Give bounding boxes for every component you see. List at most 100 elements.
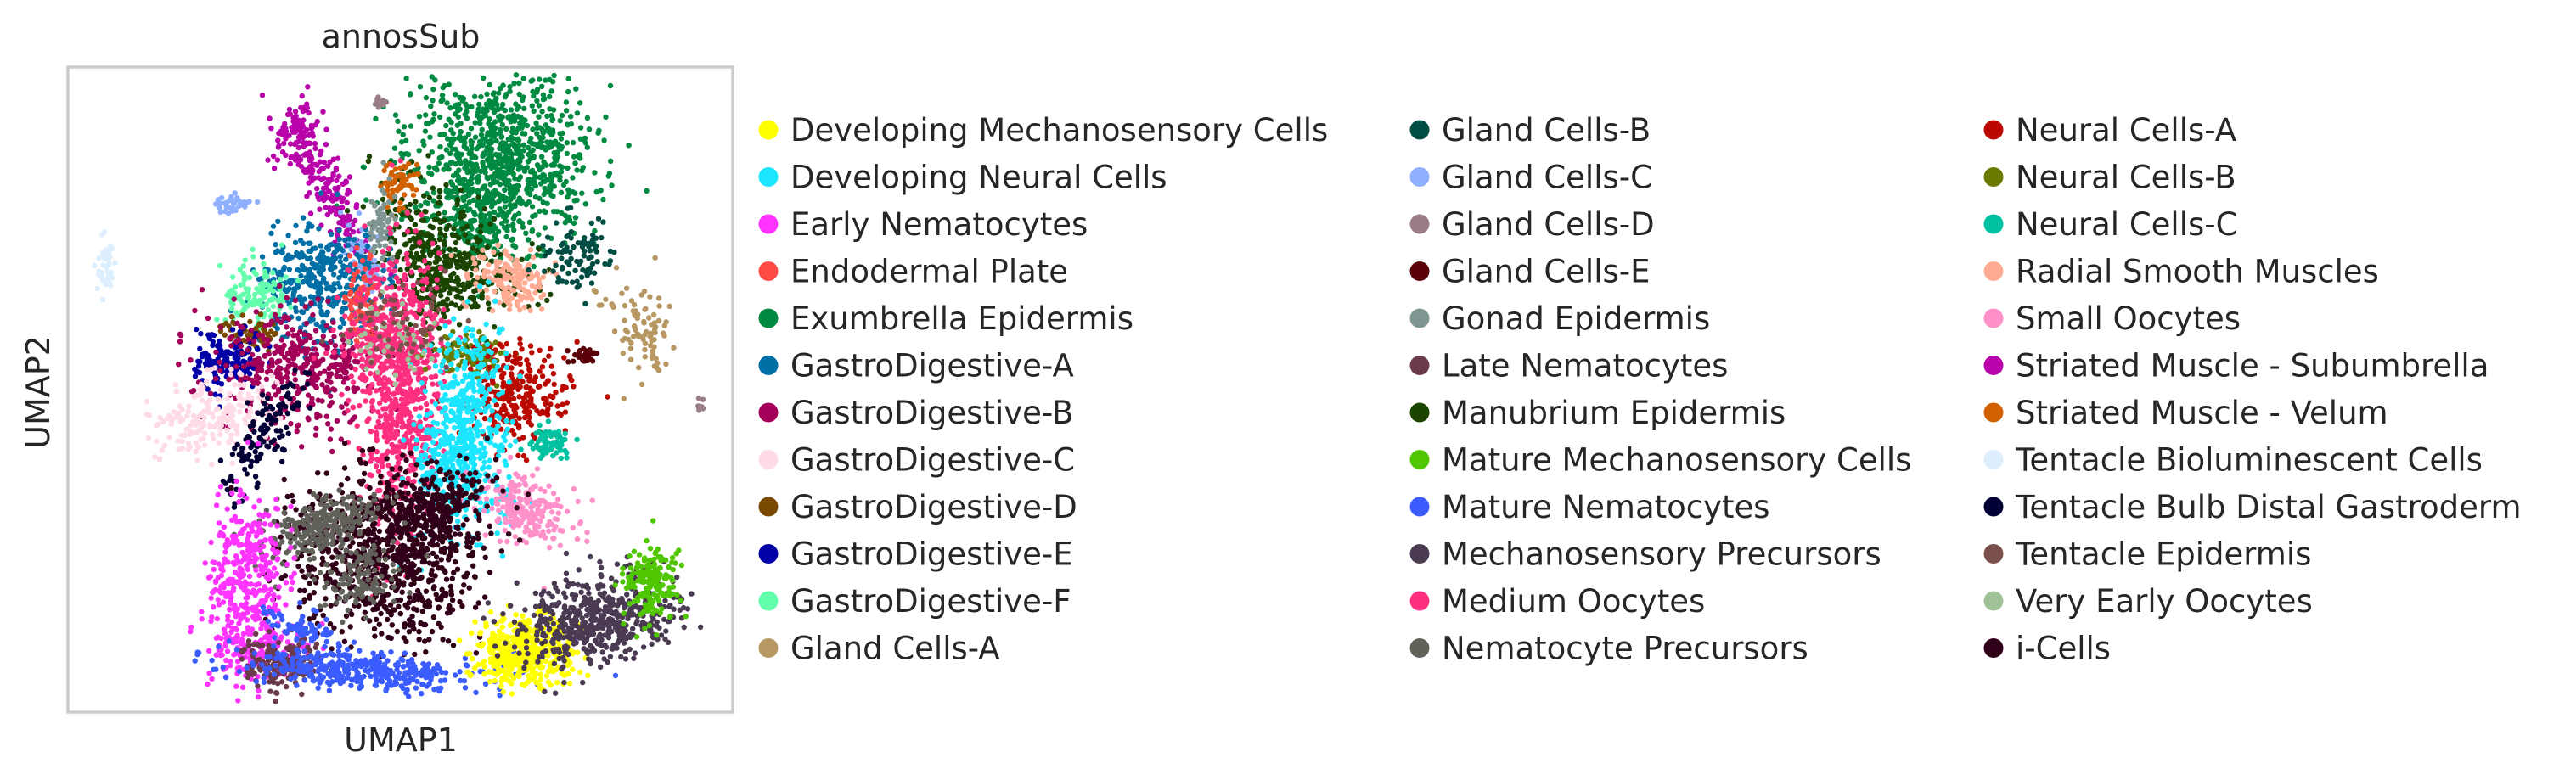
data-point (442, 132, 447, 137)
data-point (404, 266, 410, 272)
data-point (395, 251, 401, 257)
data-point (286, 106, 293, 113)
data-point (195, 444, 201, 450)
data-point (386, 245, 392, 252)
data-point (536, 276, 543, 283)
data-point (408, 386, 413, 392)
data-point (458, 177, 464, 183)
data-point (317, 206, 323, 212)
data-point (470, 197, 476, 203)
data-point (537, 368, 543, 374)
data-point (537, 195, 543, 201)
data-point (513, 101, 519, 107)
data-point (196, 369, 203, 376)
data-point (329, 241, 335, 248)
data-point (441, 306, 447, 313)
data-point (348, 306, 355, 312)
data-point (423, 199, 429, 205)
data-point (558, 189, 565, 195)
data-point (244, 471, 250, 477)
data-point (368, 473, 374, 479)
data-point (515, 136, 521, 142)
data-point (210, 431, 216, 437)
data-point (509, 287, 515, 293)
data-point (456, 135, 462, 142)
data-point (551, 183, 557, 189)
data-point (481, 270, 487, 277)
data-point (337, 362, 344, 368)
data-point (534, 272, 540, 278)
data-point (499, 220, 505, 227)
data-point (388, 238, 394, 245)
data-point (345, 385, 351, 392)
data-point (348, 373, 354, 379)
data-point (313, 425, 319, 432)
data-point (404, 210, 411, 216)
data-point (424, 401, 430, 407)
data-point (492, 119, 498, 125)
data-point (565, 233, 572, 238)
data-point (351, 237, 357, 243)
data-point (246, 414, 252, 420)
data-point (254, 484, 260, 491)
data-point (515, 424, 522, 430)
data-point (498, 86, 503, 92)
data-point (477, 238, 483, 244)
data-point (530, 213, 536, 220)
data-point (626, 143, 632, 149)
data-point (265, 331, 271, 337)
data-point (323, 323, 329, 329)
data-point (516, 394, 522, 400)
data-point (469, 180, 475, 187)
data-point (107, 280, 113, 286)
data-point (327, 436, 334, 442)
data-point (501, 176, 507, 182)
data-point (308, 300, 314, 306)
data-point (300, 123, 306, 130)
data-point (436, 188, 443, 194)
data-point (445, 262, 452, 268)
data-point (487, 193, 492, 199)
data-point (474, 146, 480, 152)
data-point (434, 167, 440, 173)
data-point (638, 292, 644, 298)
data-point (582, 300, 588, 307)
data-point (207, 397, 213, 403)
data-point (343, 296, 349, 302)
data-point (477, 140, 484, 146)
data-point (226, 376, 232, 383)
data-point (188, 357, 194, 363)
data-point (515, 210, 522, 216)
data-point (216, 440, 222, 446)
data-point (453, 146, 458, 153)
data-point (599, 234, 605, 241)
data-point (213, 349, 219, 355)
data-point (379, 424, 385, 430)
data-point (453, 222, 459, 227)
data-point (324, 163, 331, 169)
data-point (453, 302, 458, 308)
data-point (524, 185, 531, 191)
data-point (239, 300, 246, 306)
data-point (368, 278, 374, 283)
data-point (289, 350, 295, 356)
data-point (469, 176, 475, 182)
data-point (430, 98, 436, 104)
data-point (421, 193, 427, 199)
data-point (389, 442, 395, 448)
data-point (572, 267, 578, 273)
data-point (345, 407, 351, 414)
data-point (531, 93, 537, 99)
data-point (538, 294, 544, 300)
data-point (582, 135, 588, 142)
data-point (644, 188, 650, 194)
data-point (398, 373, 405, 379)
data-point (509, 236, 515, 242)
data-point (537, 76, 543, 82)
data-point (526, 290, 532, 296)
data-point (392, 216, 398, 222)
data-point (456, 167, 462, 173)
data-point (530, 88, 536, 95)
data-point (547, 183, 553, 189)
